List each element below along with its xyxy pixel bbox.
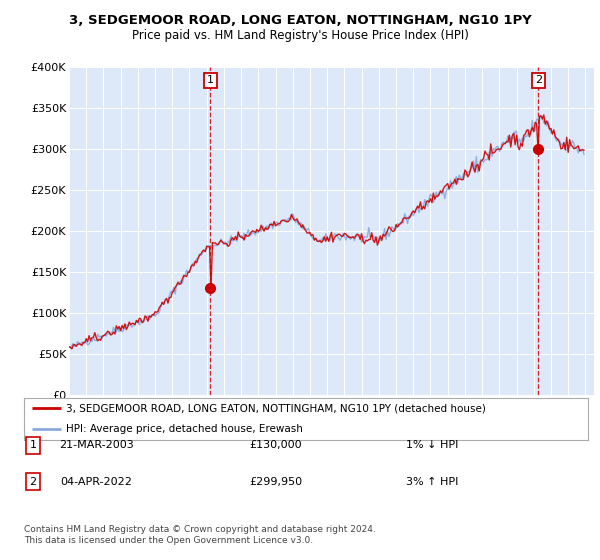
Text: 1% ↓ HPI: 1% ↓ HPI bbox=[406, 440, 458, 450]
Text: Contains HM Land Registry data © Crown copyright and database right 2024.
This d: Contains HM Land Registry data © Crown c… bbox=[24, 525, 376, 545]
Text: 1: 1 bbox=[29, 440, 37, 450]
Text: £130,000: £130,000 bbox=[250, 440, 302, 450]
Text: HPI: Average price, detached house, Erewash: HPI: Average price, detached house, Erew… bbox=[66, 424, 303, 434]
Text: 04-APR-2022: 04-APR-2022 bbox=[60, 477, 132, 487]
Text: 3, SEDGEMOOR ROAD, LONG EATON, NOTTINGHAM, NG10 1PY (detached house): 3, SEDGEMOOR ROAD, LONG EATON, NOTTINGHA… bbox=[66, 403, 486, 413]
Text: 3% ↑ HPI: 3% ↑ HPI bbox=[406, 477, 458, 487]
Text: 3, SEDGEMOOR ROAD, LONG EATON, NOTTINGHAM, NG10 1PY: 3, SEDGEMOOR ROAD, LONG EATON, NOTTINGHA… bbox=[68, 14, 532, 27]
Text: £299,950: £299,950 bbox=[250, 477, 302, 487]
Text: Price paid vs. HM Land Registry's House Price Index (HPI): Price paid vs. HM Land Registry's House … bbox=[131, 29, 469, 42]
Text: 2: 2 bbox=[29, 477, 37, 487]
Text: 2: 2 bbox=[535, 76, 542, 85]
Text: 1: 1 bbox=[207, 76, 214, 85]
Text: 21-MAR-2003: 21-MAR-2003 bbox=[59, 440, 133, 450]
